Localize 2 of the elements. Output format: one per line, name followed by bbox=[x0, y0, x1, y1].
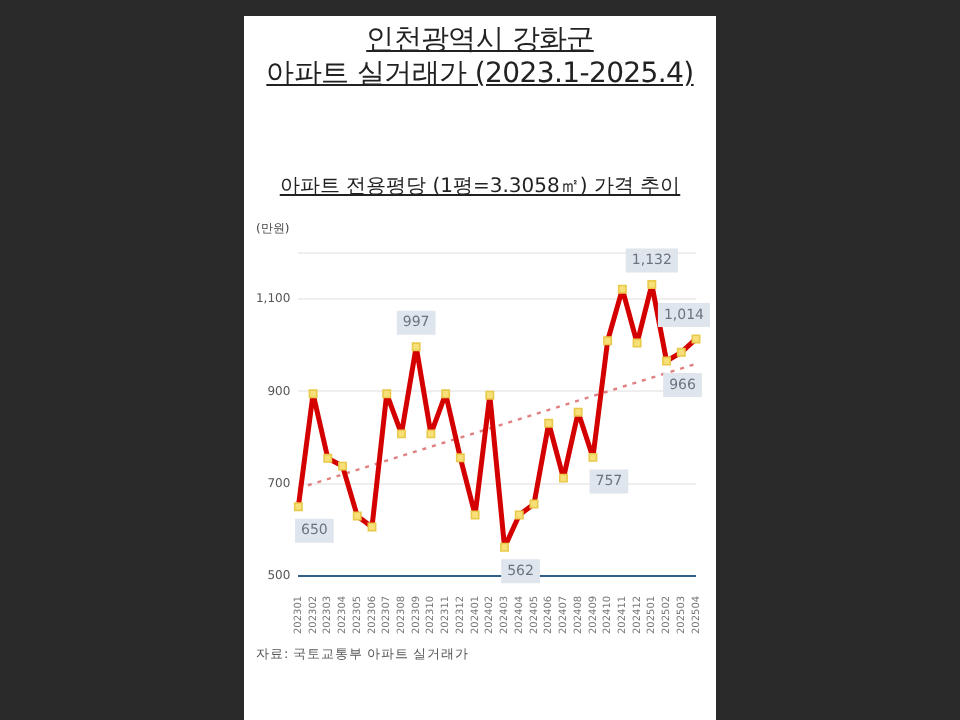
chart-title: 인천광역시 강화군 아파트 실거래가 (2023.1-2025.4) bbox=[264, 24, 696, 92]
chart-subtitle: 아파트 전용평당 (1평=3.3058㎡) 가격 추이 bbox=[277, 174, 683, 200]
